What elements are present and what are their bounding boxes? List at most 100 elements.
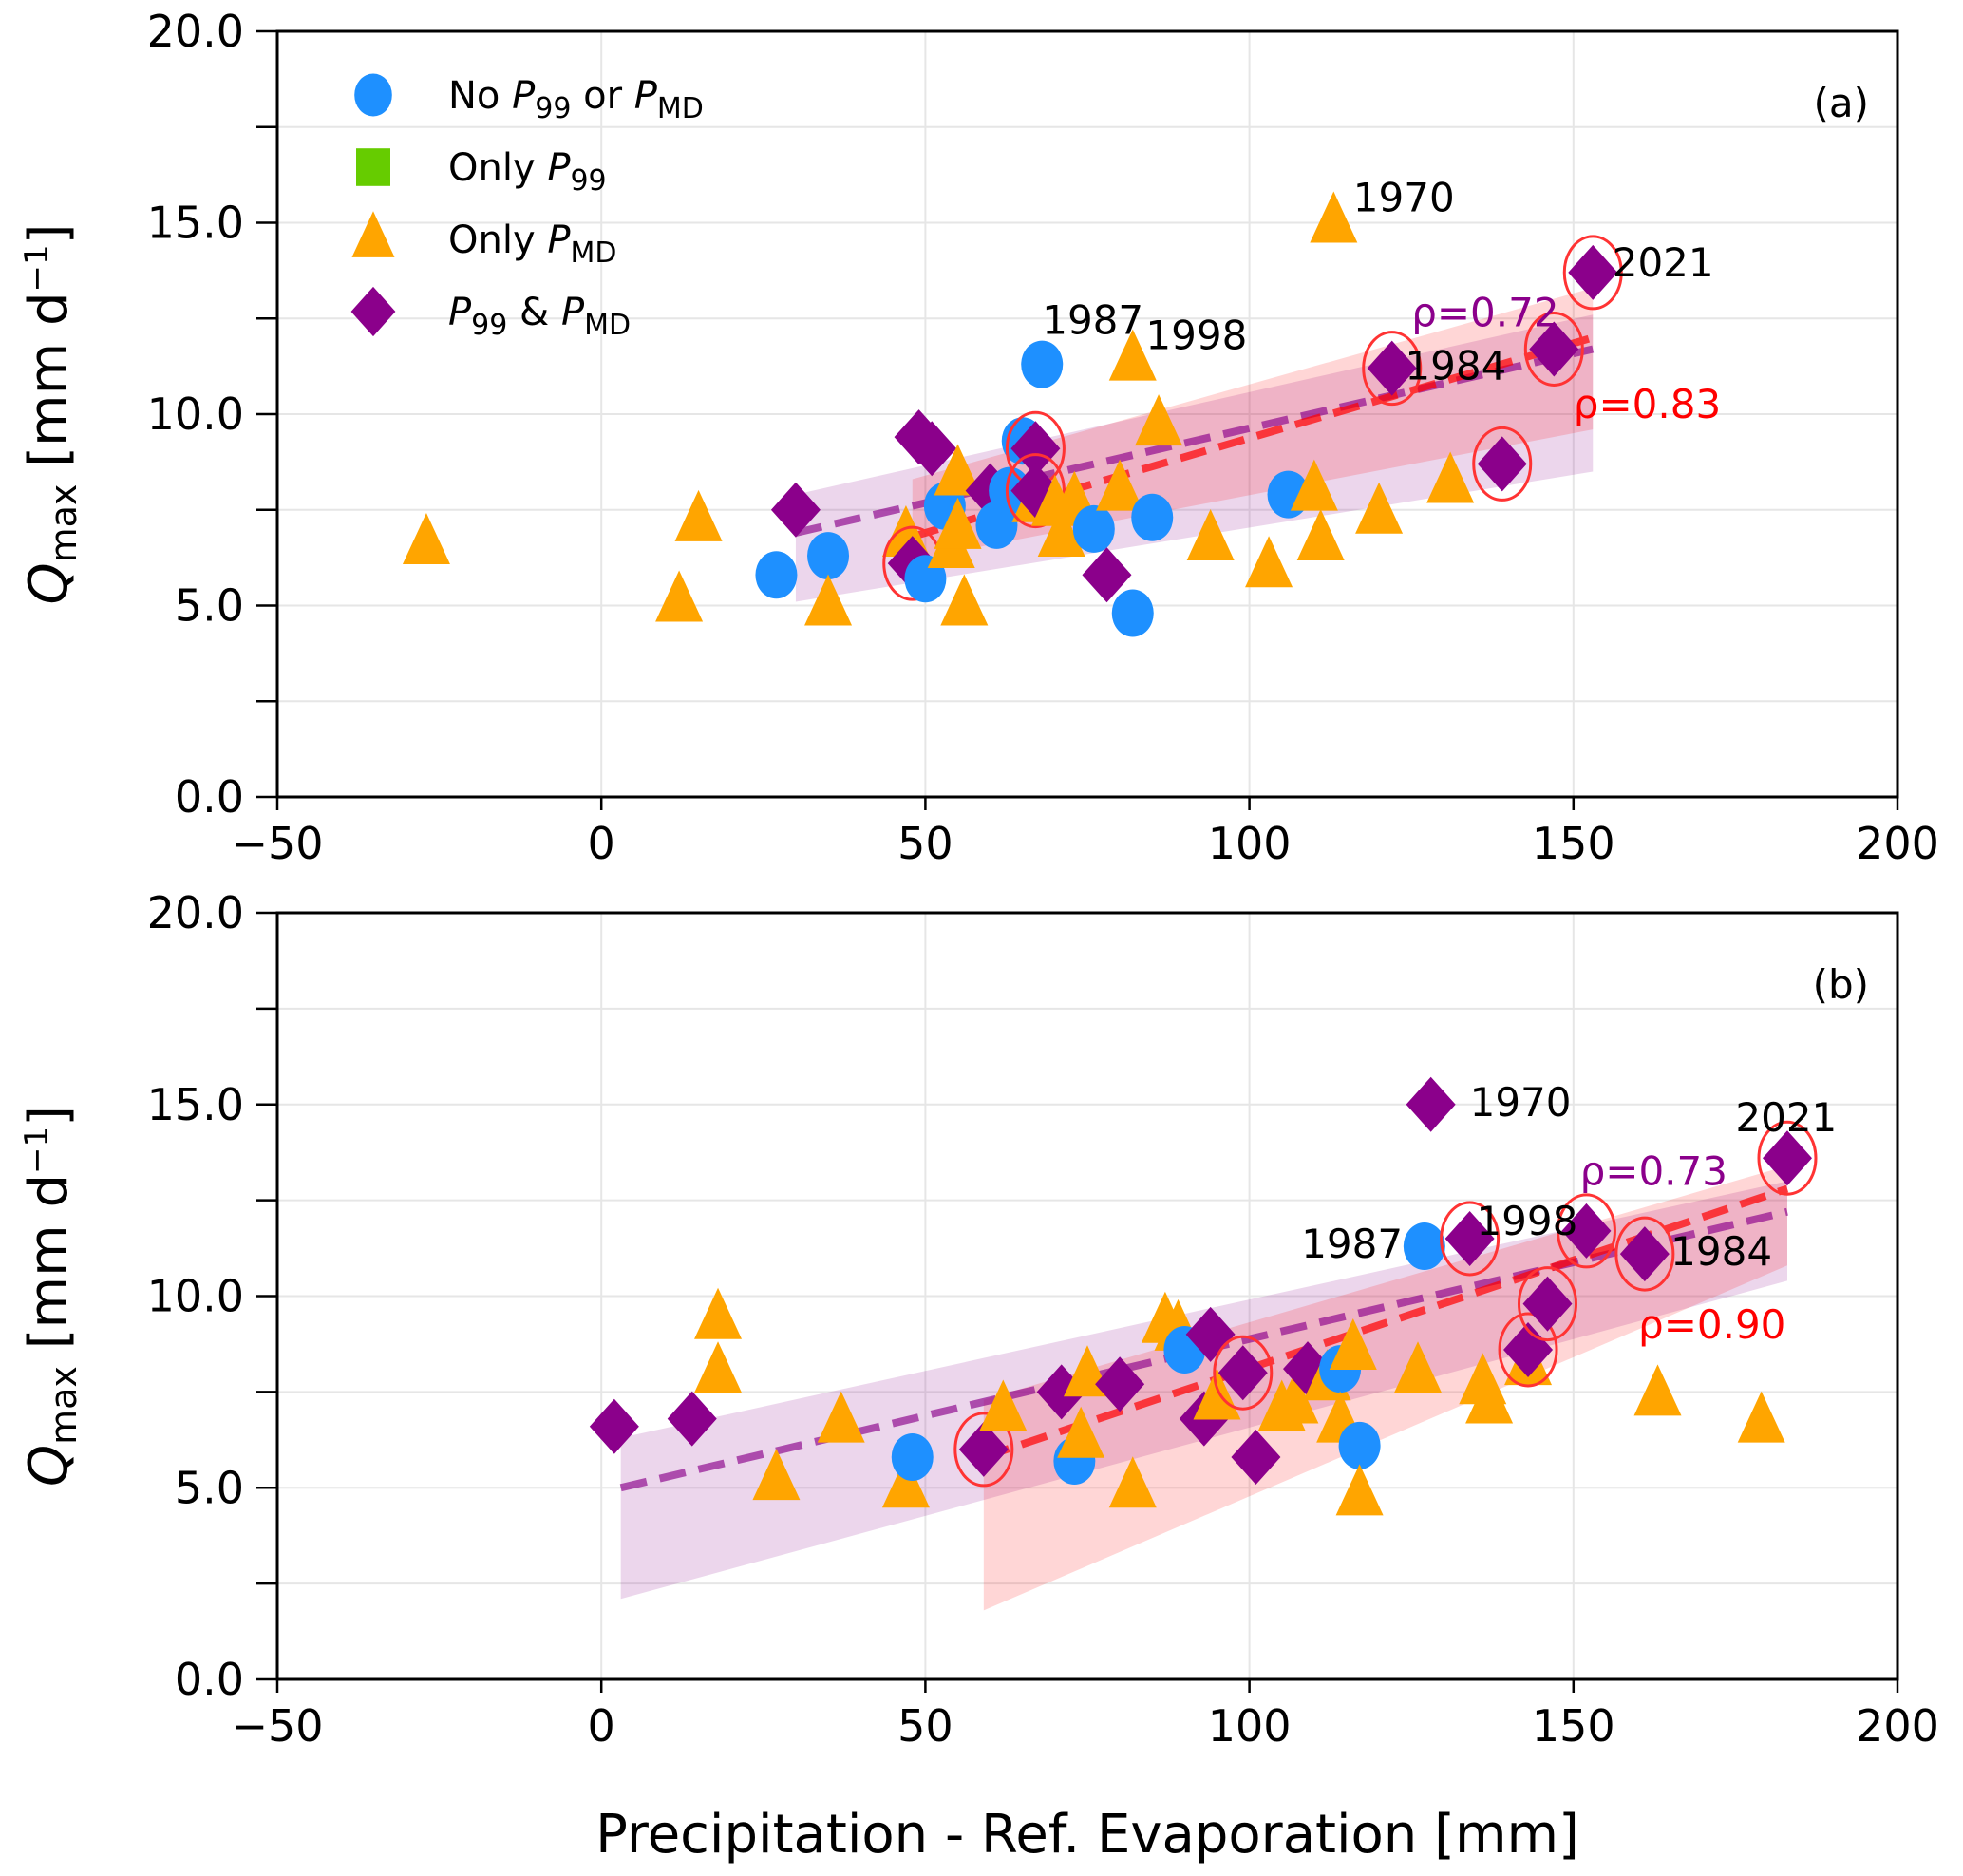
data-point-pmd: [1426, 451, 1475, 503]
data-point-pmd: [1290, 459, 1338, 511]
data-point-pmd: [817, 1391, 865, 1443]
x-tick-label: −50: [231, 1700, 323, 1752]
year-label: 1987: [1042, 296, 1143, 343]
data-point-none: [1021, 340, 1064, 388]
highlight-ring: [1523, 311, 1584, 387]
data-point-pmd: [940, 574, 989, 626]
year-label: 1987: [1301, 1221, 1403, 1267]
data-point-pmd: [1108, 329, 1157, 381]
y-tick-label: 10.0: [147, 1271, 244, 1322]
y-tick-label: 5.0: [175, 580, 244, 632]
data-point-pmd: [1186, 508, 1235, 560]
data-point-pmd: [934, 444, 982, 496]
legend-entry-pmd: Only PMD: [448, 218, 616, 270]
highlight-ring: [1614, 1216, 1675, 1292]
data-point-both: [1529, 321, 1579, 377]
y-tick-label: 20.0: [147, 6, 244, 57]
regression-line-extreme: [982, 1184, 1789, 1461]
data-point-both: [1522, 1276, 1573, 1332]
highlight-ring: [1005, 453, 1066, 529]
data-point-pmd: [1271, 1372, 1319, 1424]
year-label: 1998: [1145, 312, 1247, 358]
legend: No P99 or PMD Only P99 Only PMD P99 & PMD: [350, 73, 704, 342]
panel-a: 1970 2021 1987 1998 1984 ρ=0.72 ρ=0.83 (a) −50 0 5…: [18, 6, 1939, 869]
x-tick-label: 150: [1532, 818, 1615, 869]
x-axis-label: Precipitation - Ref. Evaporation [mm]: [595, 1804, 1579, 1866]
y-tick-label: 0.0: [175, 771, 244, 823]
data-point-both: [1444, 1210, 1495, 1266]
highlight-ring: [1757, 1120, 1818, 1196]
panel-label: (b): [1813, 961, 1869, 1008]
rho-all-label: ρ=0.72: [1411, 289, 1558, 335]
legend-marker-p99: [356, 148, 390, 186]
panel-label: (a): [1813, 80, 1869, 126]
y-axis-label: Qmax [mm d−1]: [18, 224, 85, 605]
highlight-ring: [1472, 426, 1533, 502]
data-point-pmd: [1057, 1406, 1105, 1458]
data-point-pmd: [752, 1449, 801, 1501]
data-point-both: [1503, 1321, 1554, 1377]
data-point-both: [907, 421, 957, 477]
data-point-none: [1072, 504, 1115, 553]
data-point-both: [1568, 244, 1618, 300]
data-point-none: [891, 1432, 934, 1481]
highlight-ring: [1213, 1335, 1274, 1411]
y-tick-label: 20.0: [147, 887, 244, 938]
data-point-pmd: [1329, 1317, 1377, 1370]
data-point-both: [1477, 436, 1527, 492]
data-point-both: [589, 1398, 639, 1454]
data-point-both: [1217, 1345, 1268, 1401]
data-point-none: [1131, 493, 1174, 541]
x-tick-label: −50: [231, 818, 323, 869]
highlight-ring: [1362, 331, 1423, 407]
y-tick-label: 0.0: [175, 1654, 244, 1705]
legend-entry-both: P99 & PMD: [448, 291, 631, 342]
data-point-pmd: [979, 1379, 1028, 1431]
highlight-ring: [1518, 1266, 1578, 1342]
legend-marker-pmd: [351, 211, 395, 257]
data-point-pmd: [402, 513, 450, 565]
panel-b: 1970 2021 1987 1998 1984 ρ=0.73 ρ=0.90 (b) −50 0 5…: [18, 887, 1939, 1752]
data-point-pmd: [1108, 1456, 1157, 1508]
x-tick-label: 50: [897, 1700, 953, 1752]
data-point-pmd: [674, 489, 723, 541]
data-point-both: [1406, 1076, 1456, 1132]
data-point-both: [1619, 1226, 1670, 1282]
data-point-none: [1403, 1222, 1445, 1271]
data-point-both: [770, 482, 821, 538]
y-tick-label: 5.0: [175, 1462, 244, 1513]
x-tick-label: 0: [588, 818, 615, 869]
data-point-none: [755, 551, 798, 599]
data-point-pmd: [1135, 394, 1183, 446]
data-point-pmd: [1737, 1391, 1785, 1443]
data-point-pmd: [934, 497, 982, 549]
data-point-both: [1010, 421, 1061, 477]
x-tick-label: 50: [897, 818, 953, 869]
year-label: 1984: [1670, 1228, 1772, 1275]
year-label: 1970: [1470, 1079, 1572, 1126]
data-point-pmd: [1037, 504, 1085, 557]
y-axis-label: Qmax [mm d−1]: [18, 1106, 85, 1487]
data-point-pmd: [1296, 508, 1345, 560]
data-point-pmd: [804, 574, 853, 626]
highlight-ring: [1440, 1201, 1501, 1277]
data-point-pmd: [694, 1341, 743, 1393]
data-point-pmd: [1633, 1364, 1682, 1416]
legend-entry-none: No P99 or PMD: [448, 74, 704, 125]
data-point-pmd: [1096, 459, 1144, 511]
legend-marker-none: [354, 73, 392, 117]
year-label: 1998: [1476, 1198, 1577, 1244]
confidence-band-extreme: [983, 1165, 1787, 1611]
data-point-pmd: [1394, 1341, 1443, 1393]
data-point-pmd: [1335, 1464, 1384, 1516]
data-point-pmd: [1310, 191, 1358, 243]
highlight-ring: [1562, 235, 1623, 311]
year-label: 1984: [1405, 343, 1506, 389]
data-point-both: [1561, 1203, 1612, 1259]
legend-marker-both: [350, 286, 396, 337]
data-point-both: [1762, 1130, 1812, 1186]
highlight-ring: [1498, 1312, 1558, 1388]
legend-entry-p99: Only P99: [448, 146, 607, 198]
rho-all-label: ρ=0.73: [1580, 1147, 1727, 1194]
data-point-both: [667, 1391, 717, 1447]
